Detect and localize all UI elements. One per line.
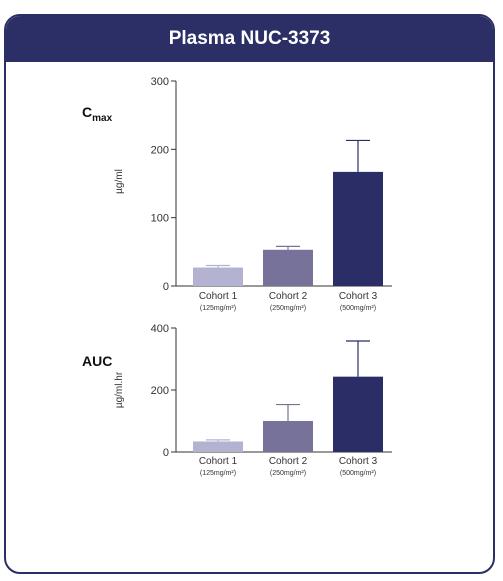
chart-panel: Plasma NUC-3373 <box>4 14 495 574</box>
category-label: Cohort 1 <box>199 456 238 467</box>
bar <box>193 267 243 286</box>
bar <box>263 249 313 286</box>
y-tick-label: 0 <box>163 281 169 293</box>
metric-subscript: max <box>92 113 112 124</box>
y-tick-label: 400 <box>151 323 169 335</box>
y-axis-label: µg/ml <box>114 169 125 194</box>
category-dose-label: (125mg/m²) <box>200 470 236 477</box>
category-dose-label: (500mg/m²) <box>340 470 376 477</box>
category-label: Cohort 3 <box>339 456 378 467</box>
bar <box>333 171 383 286</box>
category-label: Cohort 2 <box>269 291 308 302</box>
category-label: Cohort 3 <box>339 291 378 302</box>
category-dose-label: (500mg/m²) <box>340 305 376 312</box>
bar <box>263 421 313 452</box>
y-tick-label: 200 <box>151 385 169 397</box>
category-dose-label: (250mg/m²) <box>270 470 306 477</box>
y-axis-label: µg/ml.hr <box>114 371 125 408</box>
bar <box>193 441 243 452</box>
y-tick-label: 0 <box>163 447 169 459</box>
metric-label: AUC <box>82 353 112 369</box>
category-dose-label: (125mg/m²) <box>200 305 236 312</box>
y-tick-label: 300 <box>151 76 169 88</box>
metric-label: Cmax <box>82 104 113 124</box>
category-dose-label: (250mg/m²) <box>270 305 306 312</box>
y-tick-label: 200 <box>151 144 169 156</box>
y-tick-label: 100 <box>151 213 169 225</box>
panel-title: Plasma NUC-3373 <box>6 16 493 62</box>
category-label: Cohort 1 <box>199 291 238 302</box>
category-label: Cohort 2 <box>269 456 308 467</box>
bar <box>333 376 383 452</box>
